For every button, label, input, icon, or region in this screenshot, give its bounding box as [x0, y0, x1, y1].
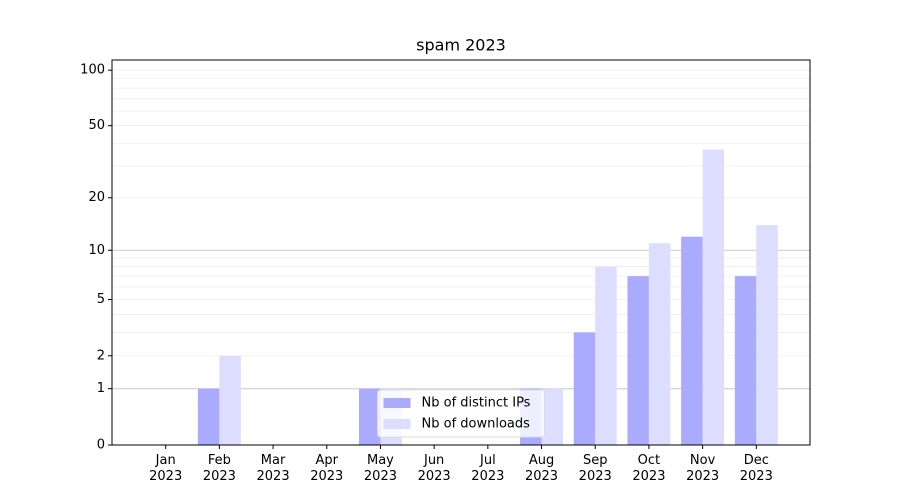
y-tick-label: 20 — [88, 190, 105, 205]
y-tick-label: 50 — [88, 118, 105, 133]
plot-frame — [111, 59, 811, 446]
bar — [573, 332, 596, 445]
bar — [197, 388, 220, 445]
y-tick-label: 1 — [97, 381, 105, 396]
bar — [756, 225, 778, 445]
bar — [219, 355, 241, 445]
x-tick-label: Apr 2023 — [310, 453, 344, 484]
chart-title: spam 2023 — [416, 36, 506, 55]
bar — [595, 266, 617, 445]
x-tick-label: Dec 2023 — [739, 453, 773, 484]
legend-label: Nb of distinct IPs — [422, 396, 531, 411]
y-tick-label: 0 — [97, 438, 105, 453]
x-tick-label: Jun 2023 — [417, 453, 451, 484]
x-tick-label: Sep 2023 — [578, 453, 612, 484]
y-tick-label: 10 — [88, 243, 105, 258]
x-tick-label: Jan 2023 — [149, 453, 183, 484]
legend-swatch — [383, 419, 411, 429]
bar — [734, 276, 757, 445]
bar — [702, 149, 725, 445]
y-tick-label: 5 — [97, 292, 105, 307]
x-tick-label: Jul 2023 — [471, 453, 505, 484]
x-tick-label: Nov 2023 — [686, 453, 720, 484]
x-tick-label: May 2023 — [363, 453, 397, 484]
x-tick-label: Aug 2023 — [524, 453, 559, 484]
bar — [541, 388, 564, 445]
legend-box — [377, 389, 545, 438]
bar — [358, 388, 381, 445]
legend-swatch — [383, 398, 411, 408]
legend: Nb of distinct IPs Nb of downloads — [377, 389, 545, 438]
bar — [681, 236, 703, 445]
x-tick-label: Mar 2023 — [256, 453, 290, 484]
bar — [648, 243, 671, 445]
legend-label: Nb of downloads — [422, 417, 531, 432]
x-tick-label: Feb 2023 — [202, 453, 236, 484]
y-tick-label: 100 — [80, 63, 105, 78]
y-tick-label: 2 — [97, 348, 105, 363]
bar — [627, 276, 649, 445]
x-tick-label: Oct 2023 — [632, 453, 666, 484]
